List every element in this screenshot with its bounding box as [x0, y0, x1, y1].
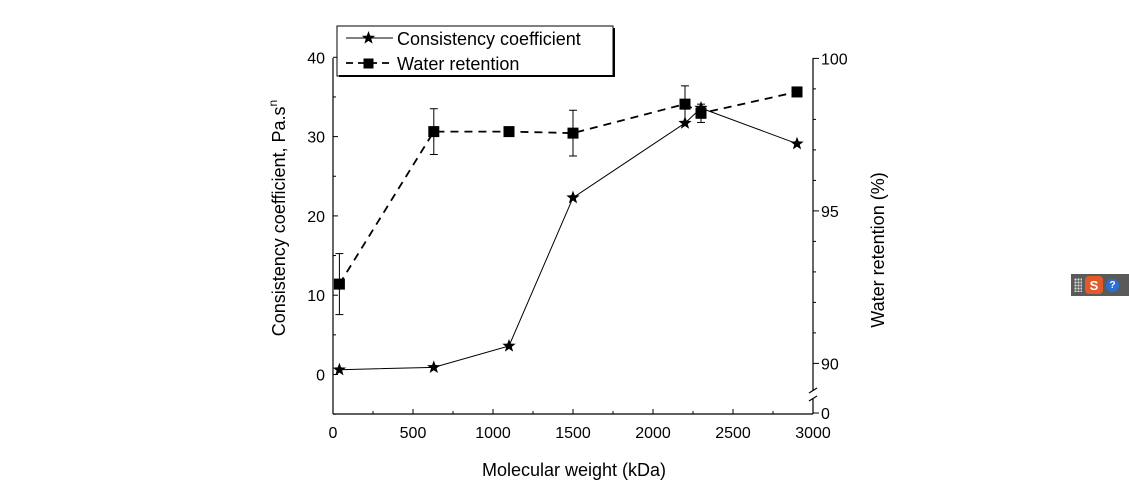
legend-star-marker [361, 31, 376, 44]
legend-label-water: Water retention [397, 54, 519, 74]
y-axis-title-main: Consistency coefficient, Pa.s [269, 106, 289, 336]
consistency-star-point [502, 338, 516, 352]
drag-handle-icon[interactable] [1074, 278, 1082, 292]
water-square-point [695, 107, 707, 119]
x-tick-label: 2500 [715, 425, 751, 442]
water-square-point [791, 86, 803, 98]
water-square-point [333, 278, 345, 290]
consistency-star-point [566, 190, 580, 204]
x-tick-label: 500 [400, 425, 427, 442]
legend-label-consistency: Consistency coefficient [397, 29, 581, 49]
y2-axis-break-mark [808, 395, 818, 402]
x-tick-label: 1000 [475, 425, 511, 442]
water-retention-line [338, 91, 798, 285]
x-tick-label: 1500 [555, 425, 591, 442]
legend: Consistency coefficient Water retention [336, 25, 615, 77]
consistency-star-point [332, 362, 347, 376]
help-icon[interactable]: ? [1106, 278, 1119, 292]
y-axis-title-superscript: n [266, 100, 280, 107]
floating-toolbar-widget[interactable]: S ? [1071, 274, 1129, 296]
y2-tick-label: 90 [821, 356, 839, 373]
y-tick-label: 0 [316, 368, 325, 385]
consistency-coefficient-line [339, 107, 798, 371]
ticks: 0 500 1000 1500 2000 2500 3000 0 10 20 30 40 0 90 95 10… [307, 50, 848, 442]
consistency-star-point [790, 136, 804, 150]
s-logo-icon[interactable]: S [1085, 276, 1103, 294]
y-axis-title: Consistency coefficient, Pa.sn [266, 100, 289, 336]
legend-square-marker [363, 58, 374, 69]
y-tick-label: 40 [307, 50, 325, 67]
water-square-point [679, 98, 691, 110]
y2-axis-title: Water retention (%) [868, 172, 888, 327]
legend-star-shape [361, 31, 376, 44]
y2-axis-break-mark [808, 387, 818, 394]
axes [332, 58, 818, 415]
y2-tick-label: 95 [821, 204, 839, 221]
y-tick-label: 10 [307, 288, 325, 305]
markers [332, 85, 804, 376]
y-tick-label: 20 [307, 209, 325, 226]
y2-tick-label: 0 [821, 406, 830, 423]
water-square-point [428, 126, 440, 138]
water-square-point [567, 127, 579, 139]
y2-tick-label: 100 [821, 51, 848, 68]
x-axis-title: Molecular weight (kDa) [482, 460, 666, 480]
x-tick-label: 3000 [795, 425, 831, 442]
legend-box [336, 25, 614, 77]
y-tick-label: 30 [307, 130, 325, 147]
x-tick-label: 2000 [635, 425, 671, 442]
x-tick-label: 0 [329, 425, 338, 442]
consistency-star-point [427, 360, 441, 374]
water-square-point [503, 126, 515, 138]
